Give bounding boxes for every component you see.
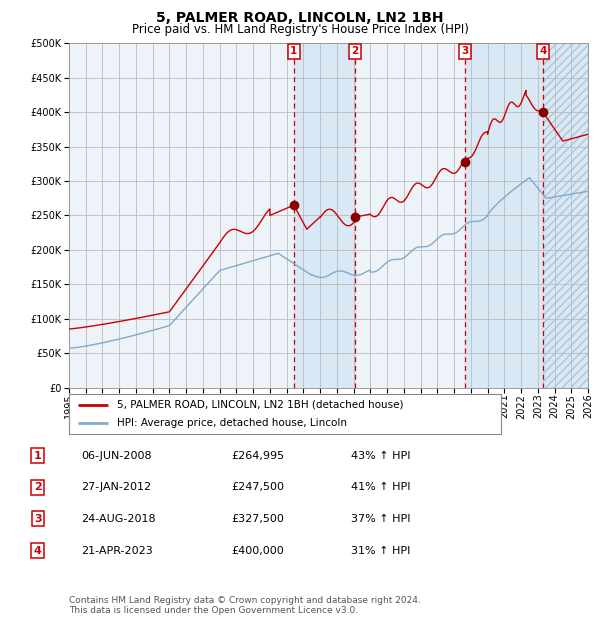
Text: Contains HM Land Registry data © Crown copyright and database right 2024.
This d: Contains HM Land Registry data © Crown c…: [69, 596, 421, 615]
Text: £327,500: £327,500: [231, 514, 284, 524]
Text: 5, PALMER ROAD, LINCOLN, LN2 1BH (detached house): 5, PALMER ROAD, LINCOLN, LN2 1BH (detach…: [116, 399, 403, 410]
Text: 27-JAN-2012: 27-JAN-2012: [81, 482, 151, 492]
Text: 3: 3: [461, 46, 469, 56]
Text: 06-JUN-2008: 06-JUN-2008: [81, 451, 152, 461]
Text: 2: 2: [34, 482, 41, 492]
Text: £264,995: £264,995: [231, 451, 284, 461]
Text: 37% ↑ HPI: 37% ↑ HPI: [351, 514, 410, 524]
Text: 4: 4: [539, 46, 547, 56]
Text: £247,500: £247,500: [231, 482, 284, 492]
Text: 1: 1: [34, 451, 41, 461]
Text: 5, PALMER ROAD, LINCOLN, LN2 1BH: 5, PALMER ROAD, LINCOLN, LN2 1BH: [156, 11, 444, 25]
Text: 21-APR-2023: 21-APR-2023: [81, 546, 153, 556]
Text: 24-AUG-2018: 24-AUG-2018: [81, 514, 155, 524]
Text: 2: 2: [351, 46, 358, 56]
Text: 31% ↑ HPI: 31% ↑ HPI: [351, 546, 410, 556]
Text: £400,000: £400,000: [231, 546, 284, 556]
Bar: [543, 43, 588, 388]
Bar: [294, 43, 355, 388]
Text: 3: 3: [34, 514, 41, 524]
Text: 43% ↑ HPI: 43% ↑ HPI: [351, 451, 410, 461]
Text: 41% ↑ HPI: 41% ↑ HPI: [351, 482, 410, 492]
Text: 1: 1: [290, 46, 298, 56]
Bar: [465, 43, 543, 388]
Text: 4: 4: [34, 546, 42, 556]
Text: HPI: Average price, detached house, Lincoln: HPI: Average price, detached house, Linc…: [116, 418, 347, 428]
Text: Price paid vs. HM Land Registry's House Price Index (HPI): Price paid vs. HM Land Registry's House …: [131, 23, 469, 36]
